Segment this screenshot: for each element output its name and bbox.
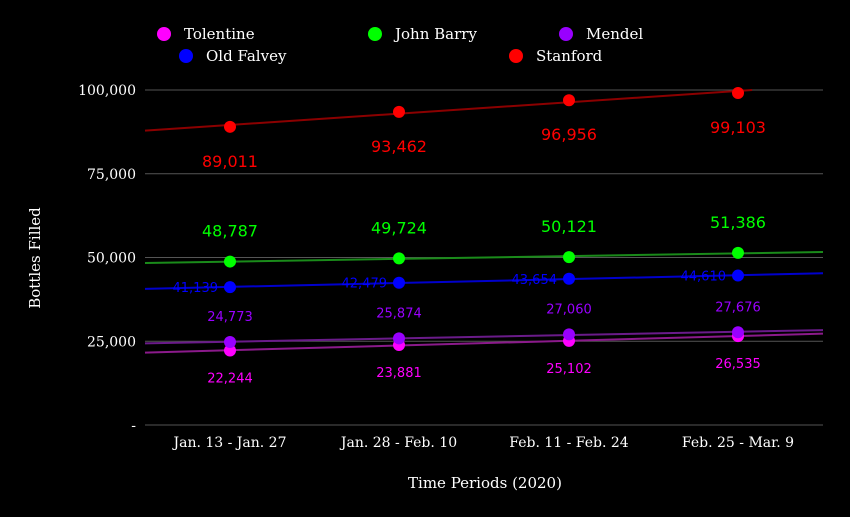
data-point-john-barry [393,252,405,265]
data-label-mendel: 24,773 [207,310,253,325]
legend-marker-john-barry [368,27,382,41]
data-point-stanford [732,87,744,100]
data-point-mendel [224,336,236,349]
legend: Tolentine Old Falvey John Barry Stanford Men… [157,25,643,65]
data-point-john-barry [224,255,236,268]
data-point-old-falvey [224,281,236,294]
x-tick-label: Feb. 25 - Mar. 9 [682,435,794,451]
data-label-stanford: 96,956 [541,125,597,144]
legend-marker-stanford [509,49,523,63]
data-point-stanford [224,120,236,133]
x-axis-ticks: Jan. 13 - Jan. 27 Jan. 28 - Feb. 10 Feb. 1… [171,435,794,451]
data-point-john-barry [563,251,575,264]
data-label-mendel: 25,874 [376,306,422,321]
trendline-tolentine [144,332,824,354]
data-label-stanford: 89,011 [202,152,258,171]
legend-marker-mendel [559,27,573,41]
y-axis-title: Bottles Filled [26,207,44,309]
data-label-old-falvey: 42,479 [342,277,388,292]
legend-marker-old-falvey [179,49,193,63]
data-label-old-falvey: 41,139 [173,281,219,296]
legend-marker-tolentine [157,27,171,41]
data-labels: 22,244 23,881 25,102 26,535 41,139 42,479 43,6… [173,118,766,386]
legend-label-mendel: Mendel [586,25,643,43]
data-point-mendel [393,332,405,345]
data-label-tolentine: 26,535 [715,357,761,372]
data-label-john-barry: 49,724 [371,218,427,237]
trendline-stanford [144,89,753,132]
data-label-old-falvey: 43,654 [512,273,558,288]
data-point-old-falvey [563,272,575,285]
y-tick-label: - [131,418,136,434]
data-label-stanford: 99,103 [710,118,766,137]
data-point-old-falvey [732,269,744,282]
y-tick-label: 75,000 [87,167,136,183]
y-tick-label: 25,000 [87,334,136,350]
data-label-old-falvey: 44,610 [681,270,727,285]
x-tick-label: Feb. 11 - Feb. 24 [509,435,629,451]
data-label-john-barry: 51,386 [710,213,766,232]
data-label-tolentine: 22,244 [207,371,253,386]
data-points [224,87,744,357]
data-label-mendel: 27,060 [546,302,592,317]
legend-label-tolentine: Tolentine [184,25,255,43]
x-tick-label: Jan. 28 - Feb. 10 [339,435,457,451]
data-point-tolentine [224,344,236,357]
data-point-stanford [393,105,405,118]
x-tick-label: Jan. 13 - Jan. 27 [171,435,286,451]
y-tick-label: 100,000 [78,83,136,99]
data-point-john-barry [732,246,744,259]
trendline-old-falvey [144,272,824,290]
data-label-tolentine: 23,881 [376,366,422,381]
legend-label-stanford: Stanford [536,47,603,65]
data-point-mendel [732,326,744,339]
legend-label-john-barry: John Barry [393,25,477,43]
data-point-old-falvey [393,276,405,289]
data-label-stanford: 93,462 [371,137,427,156]
trendline-mendel [144,329,824,345]
data-label-mendel: 27,676 [715,300,761,315]
data-point-stanford [563,94,575,107]
data-label-john-barry: 50,121 [541,217,597,236]
trendline-john-barry [144,250,824,264]
data-label-john-barry: 48,787 [202,222,258,241]
y-axis-ticks: - 25,000 50,000 75,000 100,000 [78,83,136,434]
y-tick-label: 50,000 [87,251,136,267]
data-label-tolentine: 25,102 [546,362,592,377]
trendlines [144,89,824,354]
x-axis-title: Time Periods (2020) [408,474,562,492]
data-point-mendel [563,328,575,341]
legend-label-old-falvey: Old Falvey [206,47,287,65]
